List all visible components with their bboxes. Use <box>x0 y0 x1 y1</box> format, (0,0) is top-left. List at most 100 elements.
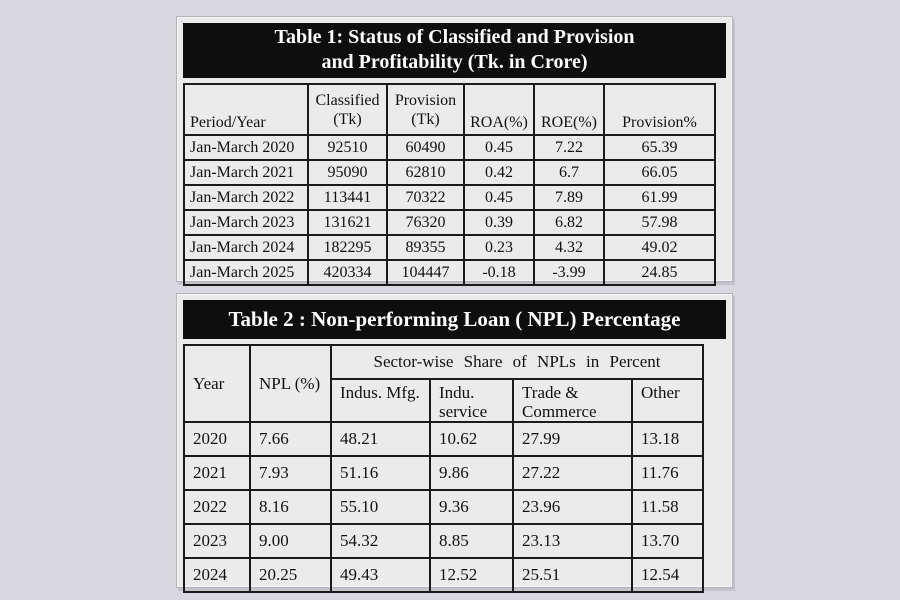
table2-cell: 11.76 <box>631 455 704 491</box>
table2-col-year: Year <box>183 344 251 423</box>
table1-col-provision-line1: Provision <box>394 91 457 109</box>
table2-col-trade-line2: Commerce <box>522 402 597 421</box>
table1-cell: 113441 <box>307 184 388 211</box>
table2-cell: 23.96 <box>512 489 633 525</box>
table1-row: Jan-March 2023 131621 76320 0.39 6.82 57… <box>183 209 716 236</box>
table1-col-provision-pct: Provision% <box>603 83 716 136</box>
table1-cell: 61.99 <box>603 184 716 211</box>
table1-cell: -0.18 <box>463 259 535 286</box>
table2-cell-year: 2024 <box>183 557 251 593</box>
table2-header-sub-row: Indus. Mfg. Indu. service Trade & Commerce… <box>184 378 704 423</box>
table2-title-bar: Table 2 : Non-performing Loan ( NPL) Per… <box>183 300 726 339</box>
table2-cell: 49.43 <box>330 557 431 593</box>
table2-col-trade-commerce: Trade & Commerce <box>512 378 633 423</box>
table1-col-provision: Provision (Tk) <box>386 83 465 136</box>
table1-col-period: Period/Year <box>183 83 309 136</box>
table1-cell: 60490 <box>386 134 465 161</box>
table2-title: Table 2 : Non-performing Loan ( NPL) Per… <box>228 307 681 331</box>
table2-col-indu-service-line1: Indu. <box>439 383 475 402</box>
table1-col-roa: ROA(%) <box>463 83 535 136</box>
table1-cell-period: Jan-March 2024 <box>183 234 309 261</box>
table1-cell-period: Jan-March 2020 <box>183 134 309 161</box>
table2-cell: 11.58 <box>631 489 704 525</box>
table1-title-line1: Table 1: Status of Classified and Provis… <box>274 26 635 48</box>
table1-cell: 95090 <box>307 159 388 186</box>
table2-panel: Table 2 : Non-performing Loan ( NPL) Per… <box>176 293 733 600</box>
table2-cell: 13.18 <box>631 421 704 457</box>
table2-col-other: Other <box>631 378 704 423</box>
table1-cell-period: Jan-March 2025 <box>183 259 309 286</box>
table2-cell: 7.93 <box>249 455 332 491</box>
table2-cell-year: 2020 <box>183 421 251 457</box>
table1-cell-period: Jan-March 2022 <box>183 184 309 211</box>
table2-cell: 20.25 <box>249 557 332 593</box>
table2-cell: 7.66 <box>249 421 332 457</box>
table1-panel: Table 1: Status of Classified and Provis… <box>176 16 733 309</box>
table1-cell: 89355 <box>386 234 465 261</box>
table1-cell: 24.85 <box>603 259 716 286</box>
table2-cell: 10.62 <box>429 421 514 457</box>
table1-cell: 49.02 <box>603 234 716 261</box>
table2-cell: 27.22 <box>512 455 633 491</box>
table1-cell: 0.23 <box>463 234 535 261</box>
table2-row: 2024 20.25 49.43 12.52 25.51 12.54 <box>183 557 704 593</box>
table2-cell: 23.13 <box>512 523 633 559</box>
table2-cell: 13.70 <box>631 523 704 559</box>
table1-col-classified-line2: (Tk) <box>333 110 362 128</box>
table2-row: 2020 7.66 48.21 10.62 27.99 13.18 <box>183 421 704 457</box>
table1-title-bar: Table 1: Status of Classified and Provis… <box>183 23 726 78</box>
table1-cell: 76320 <box>386 209 465 236</box>
table2-col-trade-line1: Trade & <box>522 383 579 402</box>
table1-col-roe: ROE(%) <box>533 83 605 136</box>
table1-cell: 4.32 <box>533 234 605 261</box>
table2-cell: 25.51 <box>512 557 633 593</box>
table1-cell-period: Jan-March 2023 <box>183 209 309 236</box>
table1-cell: 65.39 <box>603 134 716 161</box>
table2-cell: 55.10 <box>330 489 431 525</box>
table2-cell: 12.54 <box>631 557 704 593</box>
table1-title-line2: and Profitability (Tk. in Crore) <box>321 51 588 73</box>
table2-cell: 54.32 <box>330 523 431 559</box>
table1-cell: 6.7 <box>533 159 605 186</box>
table2-cell: 8.85 <box>429 523 514 559</box>
table1-cell: -3.99 <box>533 259 605 286</box>
table1-cell: 0.45 <box>463 134 535 161</box>
table1-col-provision-line2: (Tk) <box>411 110 440 128</box>
table1-row: Jan-March 2022 113441 70322 0.45 7.89 61… <box>183 184 716 211</box>
table1-cell: 104447 <box>386 259 465 286</box>
table1-row: Jan-March 2024 182295 89355 0.23 4.32 49… <box>183 234 716 261</box>
table1-header-row: Period/Year Classified (Tk) Provision (Tk)… <box>183 83 716 136</box>
table1-cell: 6.82 <box>533 209 605 236</box>
table1-cell: 0.45 <box>463 184 535 211</box>
table1: Period/Year Classified (Tk) Provision (Tk)… <box>183 83 716 286</box>
table2-cell: 9.86 <box>429 455 514 491</box>
table2-cell-year: 2023 <box>183 523 251 559</box>
table2-cell-year: 2021 <box>183 455 251 491</box>
table2-cell: 27.99 <box>512 421 633 457</box>
table1-cell: 7.89 <box>533 184 605 211</box>
table2-cell: 51.16 <box>330 455 431 491</box>
table2-cell: 9.36 <box>429 489 514 525</box>
table2-row: 2023 9.00 54.32 8.85 23.13 13.70 <box>183 523 704 559</box>
table2-col-indu-service: Indu. service <box>429 378 514 423</box>
table1-cell: 62810 <box>386 159 465 186</box>
table1-cell: 66.05 <box>603 159 716 186</box>
table2-cell: 12.52 <box>429 557 514 593</box>
table1-col-classified-line1: Classified <box>315 91 380 109</box>
table1-cell: 57.98 <box>603 209 716 236</box>
table1-cell-period: Jan-March 2021 <box>183 159 309 186</box>
table2-header-group-row: Year NPL (%) Sector-wise Share of NPLs i… <box>183 344 704 423</box>
table2-cell-year: 2022 <box>183 489 251 525</box>
table2-cell: 9.00 <box>249 523 332 559</box>
table2-source: Source : Financial Stability Reports 202… <box>183 593 718 600</box>
table1-cell: 92510 <box>307 134 388 161</box>
table2-col-indus-mfg: Indus. Mfg. <box>330 378 431 423</box>
table2-cell: 48.21 <box>330 421 431 457</box>
table1-cell: 7.22 <box>533 134 605 161</box>
table1-cell: 70322 <box>386 184 465 211</box>
table1-row: Jan-March 2020 92510 60490 0.45 7.22 65.… <box>183 134 716 161</box>
table2-col-npl: NPL (%) <box>249 344 332 423</box>
table2-group-header: Sector-wise Share of NPLs in Percent <box>330 344 704 380</box>
table2-col-indu-service-line2: service <box>439 402 488 421</box>
